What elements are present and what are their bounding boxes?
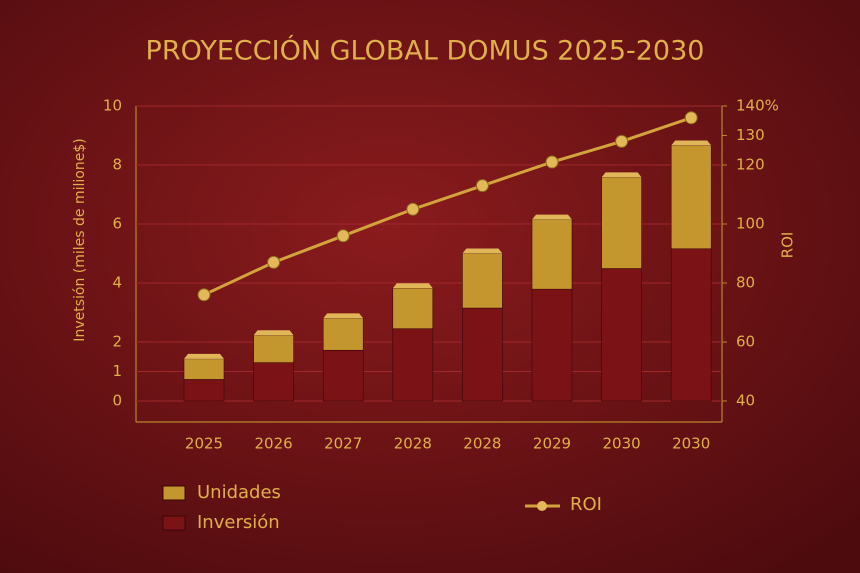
- x-tick-label: 2027: [324, 435, 362, 453]
- legend-dot: [537, 501, 547, 511]
- y2-tick-label: 80: [736, 274, 755, 292]
- y2-tick-label: 120: [736, 156, 765, 174]
- roi-point: [475, 179, 489, 193]
- bar-segment: [392, 328, 434, 402]
- legend-swatch: [162, 515, 186, 531]
- roi-point: [684, 111, 698, 125]
- bar-segment: [531, 288, 573, 402]
- chart-title: PROYECCIÓN GLOBAL DOMUS 2025-2030: [146, 35, 705, 67]
- roi-point: [336, 229, 350, 243]
- x-tick-label: 2025: [185, 435, 223, 453]
- y2-axis-label: ROI: [779, 232, 797, 259]
- legend-label: Inversión: [197, 512, 280, 533]
- bar-cap: [671, 140, 712, 146]
- bar-segment: [253, 362, 294, 402]
- bar-cap: [601, 172, 642, 178]
- y2-tick-label: 140%: [736, 97, 779, 115]
- bar-cap: [184, 353, 224, 359]
- bar-segment: [322, 318, 364, 351]
- bar-segment: [183, 358, 225, 380]
- legend-swatch: [162, 485, 186, 501]
- bar-segment: [670, 145, 712, 250]
- y-tick-label: 10: [103, 97, 122, 115]
- y2-tick-label: 100: [736, 215, 765, 233]
- bar-segment: [253, 334, 294, 363]
- y-tick-label: 0: [112, 392, 122, 410]
- bar-cap: [462, 248, 503, 254]
- roi-point: [197, 288, 211, 302]
- bar-segment: [183, 379, 225, 402]
- x-tick-label: 2030: [603, 435, 641, 453]
- y-tick-label: 1: [112, 362, 122, 380]
- bar-segment: [462, 253, 503, 309]
- roi-point: [267, 255, 281, 269]
- bar-segment: [462, 307, 503, 402]
- y-tick-label: 4: [112, 274, 122, 292]
- bar-segment: [392, 288, 434, 330]
- y-axis-label: Invetsión (miles de milione$): [72, 138, 88, 341]
- y-tick-label: 2: [112, 333, 122, 351]
- y2-tick-label: 40: [736, 392, 755, 410]
- y2-tick-label: 130: [736, 126, 765, 144]
- roi-line: [203, 116, 692, 297]
- x-tick-label: 2026: [255, 435, 293, 453]
- y-tick-label: 8: [112, 156, 122, 174]
- bar-cap: [253, 330, 294, 336]
- y2-tick-label: 60: [736, 333, 755, 351]
- bar-segment: [601, 177, 642, 269]
- y-tick-label: 6: [112, 215, 122, 233]
- bar-cap: [532, 214, 572, 220]
- bar-segment: [531, 219, 573, 290]
- x-tick-label: 2028: [394, 435, 432, 453]
- roi-point: [406, 202, 420, 216]
- bar-segment: [322, 349, 364, 402]
- legend-label: ROI: [570, 494, 602, 515]
- roi-point: [545, 155, 559, 169]
- roi-point: [615, 134, 629, 148]
- bar-segment: [670, 248, 712, 402]
- x-tick-label: 2030: [672, 435, 710, 453]
- legend-label: Unidades: [197, 482, 281, 503]
- bar-segment: [601, 268, 642, 402]
- bar-cap: [323, 313, 364, 319]
- bar-cap: [392, 283, 433, 289]
- x-tick-label: 2029: [533, 435, 571, 453]
- x-tick-label: 2028: [463, 435, 501, 453]
